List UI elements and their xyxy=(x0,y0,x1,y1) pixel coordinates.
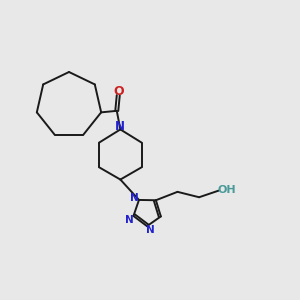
Text: N: N xyxy=(125,215,134,225)
Text: N: N xyxy=(115,120,125,133)
Text: OH: OH xyxy=(218,185,236,195)
Text: N: N xyxy=(146,225,155,235)
Text: N: N xyxy=(130,193,139,202)
Text: O: O xyxy=(113,85,124,98)
